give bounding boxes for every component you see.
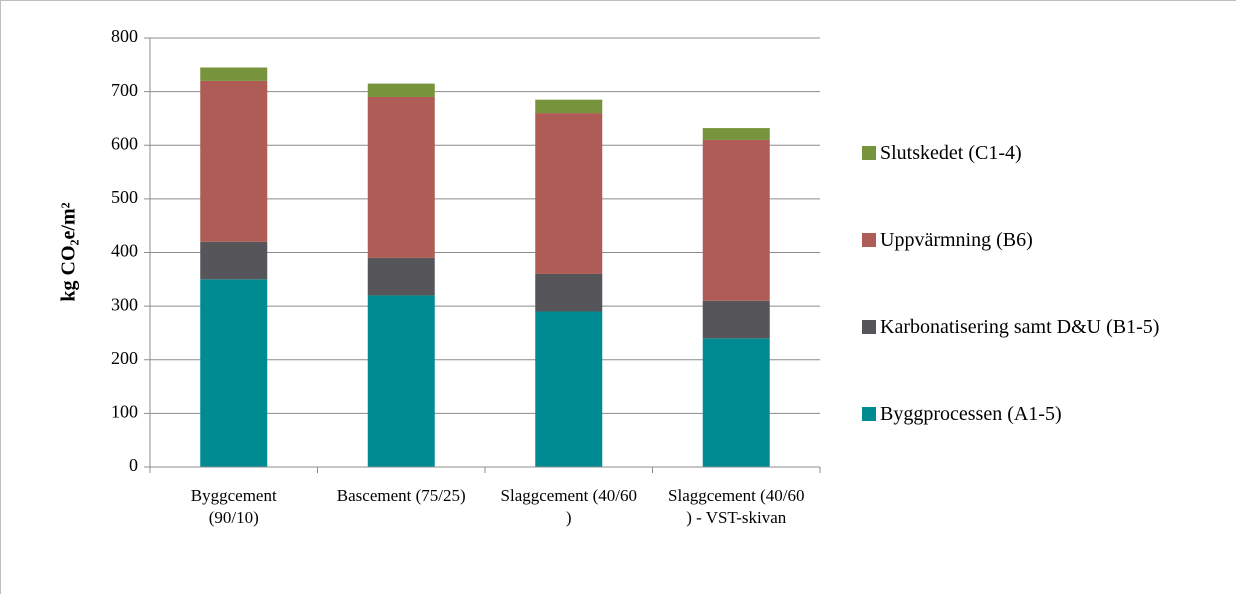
bar-segment xyxy=(367,295,435,467)
x-tick-label: Bascement (75/25) xyxy=(336,486,466,505)
y-tick-label: 300 xyxy=(111,294,138,314)
y-axis-label: kg CO₂e/m² xyxy=(58,202,80,301)
legend-label: Slutskedet (C1-4) xyxy=(880,142,1022,164)
legend-swatch xyxy=(862,320,876,334)
y-tick-label: 700 xyxy=(111,80,138,100)
y-tick-label: 500 xyxy=(111,187,138,207)
bar-segment xyxy=(367,83,435,97)
y-tick-label: 0 xyxy=(129,455,138,475)
bar-segment xyxy=(367,96,435,258)
legend-swatch xyxy=(862,146,876,160)
bar-segment xyxy=(535,113,603,274)
x-tick-label: Byggcement (90/10) xyxy=(190,486,277,527)
legend-swatch xyxy=(862,407,876,421)
y-tick-label: 100 xyxy=(111,402,138,422)
bar-segment xyxy=(535,311,603,467)
legend-swatch xyxy=(862,233,876,247)
bar-segment xyxy=(702,338,770,467)
x-tick-label: Slaggcement (40/60 ) - VST-skivan xyxy=(668,486,805,527)
bar-segment xyxy=(200,279,268,467)
bar-segment xyxy=(535,99,603,114)
bar-segment xyxy=(367,257,435,296)
bar-segment xyxy=(702,128,770,140)
bar-segment xyxy=(702,300,770,339)
bar-segment xyxy=(200,241,268,280)
legend-label: Karbonatisering samt D&U (B1-5) xyxy=(880,316,1160,338)
x-tick-label: Slaggcement (40/60 ) xyxy=(500,486,637,527)
y-tick-label: 600 xyxy=(111,133,138,153)
y-tick-label: 400 xyxy=(111,241,138,261)
legend-label: Uppvärmning (B6) xyxy=(880,229,1033,251)
bar-segment xyxy=(200,67,268,81)
bar-segment xyxy=(702,139,770,301)
legend-label: Byggprocessen (A1-5) xyxy=(880,403,1062,425)
bar-segment xyxy=(535,273,603,312)
y-tick-label: 200 xyxy=(111,348,138,368)
bar-segment xyxy=(200,80,268,242)
y-tick-label: 800 xyxy=(111,26,138,46)
